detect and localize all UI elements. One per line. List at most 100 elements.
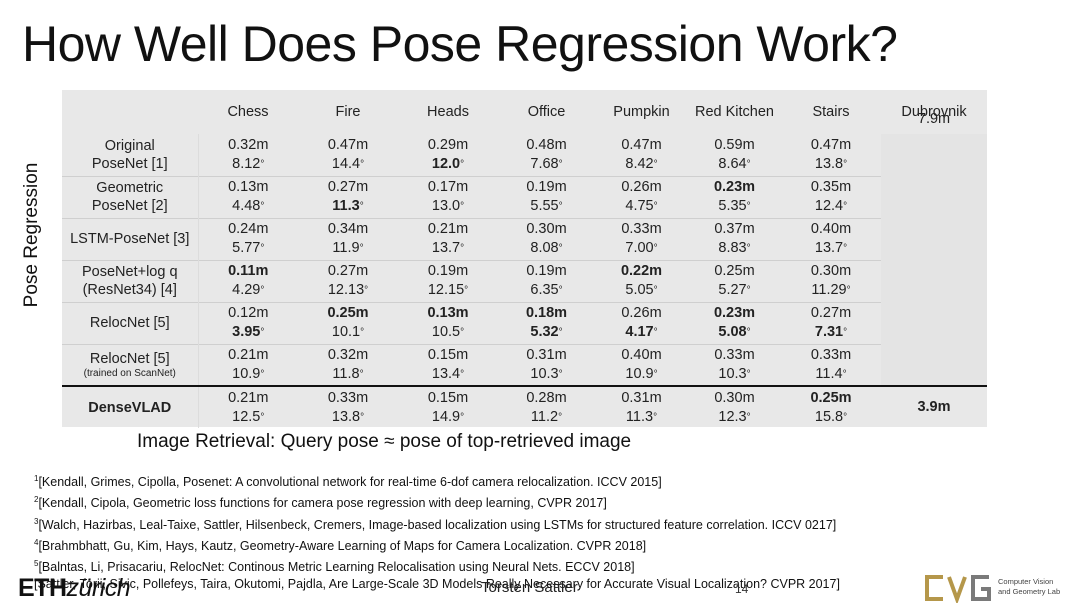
- method-name: RelocNet [5]: [62, 314, 198, 332]
- rotation-error: 12.5°: [199, 408, 299, 427]
- method-name: LSTM-PoseNet [3]: [62, 230, 198, 248]
- rotation-value: 12.15: [427, 282, 465, 298]
- degree-symbol: °: [746, 243, 751, 254]
- rotation-error: 7.68°: [498, 155, 595, 174]
- translation-error: 0.29m: [427, 136, 469, 153]
- method-name: PoseNet+log q (ResNet34) [4]: [62, 263, 198, 299]
- rotation-error: 11.3°: [595, 408, 688, 427]
- translation-error: 0.34m: [327, 221, 369, 237]
- degree-symbol: °: [653, 201, 658, 212]
- translation-error: 0.47m: [810, 136, 852, 153]
- result-cell: 0.18m 5.32°: [498, 301, 595, 344]
- result-cell: 0.27m 11.3°: [298, 175, 398, 218]
- translation-error: 0.26m: [621, 305, 662, 321]
- reference-text: [Kendall, Grimes, Cipolla, Posenet: A co…: [38, 475, 662, 489]
- result-cell: 0.40m 10.9°: [595, 343, 688, 386]
- translation-error: 0.32m: [327, 346, 369, 363]
- result-cell: 0.33m 10.3°: [688, 343, 781, 386]
- rotation-error: 14.9°: [398, 408, 498, 427]
- rotation-value: 3.95: [232, 324, 261, 340]
- rotation-value: 5.77: [232, 240, 261, 256]
- rotation-value: 11.4: [815, 365, 843, 382]
- table-row: Geometric PoseNet [2] 0.13m 4.48° 0.27m 11.3°…: [62, 175, 987, 218]
- table-row: LSTM-PoseNet [3] 0.24m 5.77° 0.34m 11.9° 0.21…: [62, 217, 987, 260]
- degree-symbol: °: [558, 327, 563, 338]
- rotation-value: 14.9: [431, 408, 461, 425]
- degree-symbol: °: [746, 327, 751, 338]
- rotation-value: 4.48: [232, 198, 261, 214]
- result-cell: 0.12m 3.95°: [198, 301, 298, 344]
- method-note: (trained on ScanNet): [83, 368, 176, 380]
- result-cell: 0.25m 5.27°: [688, 259, 781, 302]
- degree-symbol: °: [460, 411, 465, 423]
- result-cell: 0.21m 13.7°: [398, 217, 498, 260]
- translation-error: 0.17m: [427, 179, 469, 195]
- rotation-value: 5.32: [530, 324, 559, 340]
- dubrovnik-densevlad-cell: 3.9m: [881, 385, 987, 428]
- cvg-logo-g-shape: [971, 575, 991, 601]
- result-cell: 0.48m 7.68°: [498, 134, 595, 176]
- translation-error: 0.11m: [228, 263, 269, 279]
- translation-error: 0.32m: [228, 136, 269, 153]
- translation-error: 0.12m: [228, 305, 269, 321]
- rotation-error: 4.17°: [595, 323, 688, 342]
- rotation-error: 5.55°: [498, 197, 595, 216]
- translation-error: 0.30m: [810, 263, 852, 279]
- translation-error: 0.19m: [526, 179, 567, 195]
- rotation-value: 13.8: [331, 408, 361, 425]
- rotation-error: 8.42°: [595, 155, 688, 174]
- degree-symbol: °: [460, 158, 465, 170]
- rotation-value: 7.31: [814, 324, 844, 340]
- translation-error: 0.33m: [714, 346, 755, 363]
- rotation-error: 7.00°: [595, 239, 688, 258]
- reference-number: 2: [34, 495, 39, 505]
- result-cell: 0.30m 12.3°: [688, 385, 781, 428]
- rotation-error: 5.32°: [498, 323, 595, 342]
- degree-symbol: °: [846, 285, 851, 296]
- translation-error: 0.23m: [713, 179, 756, 195]
- result-cell: 0.21m 10.9°: [198, 343, 298, 386]
- column-header: Heads: [427, 104, 469, 120]
- degree-symbol: °: [359, 201, 364, 212]
- rotation-value: 8.08: [530, 240, 559, 256]
- method-name-cell: DenseVLAD: [62, 385, 199, 428]
- rotation-error: 11.2°: [498, 408, 595, 427]
- column-header: Dubrovnik: [901, 104, 967, 120]
- result-cell: 0.47m 8.42°: [595, 134, 688, 176]
- column-header: Office: [527, 104, 566, 120]
- translation-error: 0.15m: [427, 346, 469, 363]
- rotation-value: 8.83: [718, 240, 747, 256]
- degree-symbol: °: [843, 411, 848, 423]
- lab-name: Computer Vision and Geometry Lab: [998, 577, 1060, 597]
- column-header: Pumpkin: [613, 104, 670, 120]
- result-cell: 0.35m 12.4°: [781, 175, 881, 218]
- rotation-value: 11.29: [811, 282, 847, 298]
- cvg-logo-icon: [925, 575, 991, 603]
- degree-symbol: °: [360, 327, 365, 338]
- rotation-error: 8.12°: [199, 155, 299, 174]
- rotation-value: 4.17: [625, 324, 654, 340]
- rotation-value: 10.5: [431, 324, 461, 340]
- rotation-value: 5.35: [718, 198, 747, 214]
- degree-symbol: °: [558, 285, 563, 296]
- cvg-logo-v-shape: [947, 576, 967, 603]
- column-header: Red Kitchen: [695, 104, 774, 120]
- header-empty-cell: [62, 90, 198, 134]
- rotation-value: 12.3: [718, 408, 747, 425]
- result-cell: 0.25m 10.1°: [298, 301, 398, 344]
- translation-error: 0.31m: [621, 389, 662, 406]
- degree-symbol: °: [460, 201, 465, 212]
- reference-number: 3: [34, 516, 39, 526]
- dubrovnik-regression-value: 7.9m: [917, 110, 951, 127]
- rotation-value: 13.4: [431, 365, 461, 382]
- degree-symbol: °: [260, 201, 265, 212]
- method-name-line: RelocNet [5]: [89, 351, 170, 368]
- reference-text: [Walch, Hazirbas, Leal-Taixe, Sattler, H…: [38, 517, 837, 532]
- rotation-error: 11.29°: [781, 281, 881, 300]
- rotation-value: 12.4: [814, 198, 844, 214]
- rotation-value: 10.9: [625, 365, 654, 382]
- rotation-value: 11.8: [332, 365, 360, 382]
- rotation-value: 10.3: [718, 365, 747, 382]
- translation-error: 0.27m: [810, 305, 852, 321]
- table-row: Original PoseNet [1] 0.32m 8.12° 0.47m 14.4° 0…: [62, 111, 987, 386]
